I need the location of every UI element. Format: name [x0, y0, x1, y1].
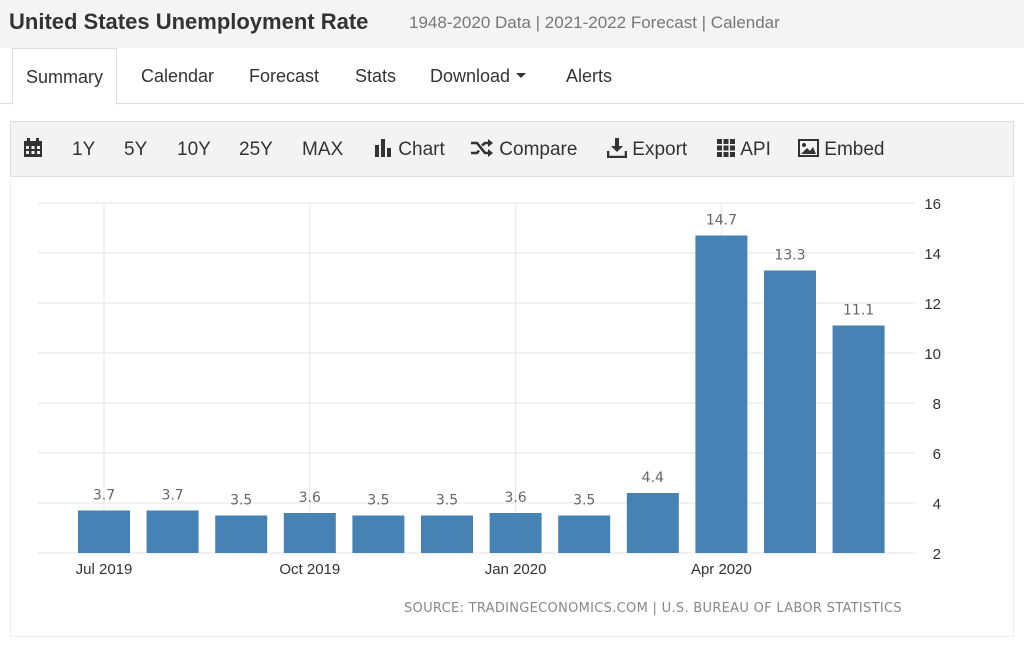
compare-button-label: Compare	[499, 139, 578, 160]
export-button[interactable]: Export	[606, 122, 688, 178]
bar	[352, 515, 405, 553]
compare-button[interactable]: Compare	[470, 122, 577, 178]
data-label: 11.1	[843, 303, 874, 319]
embed-button-label: Embed	[824, 139, 885, 160]
image-icon	[798, 138, 819, 157]
tab-alerts[interactable]: Alerts	[566, 66, 613, 86]
chart-button-label: Chart	[398, 139, 445, 160]
data-label: 3.5	[367, 493, 389, 509]
y-tick-label: 14	[924, 246, 941, 263]
api-button-label: API	[740, 139, 771, 160]
y-tick-label: 2	[933, 546, 941, 563]
data-label: 3.6	[299, 490, 321, 506]
tab-summary[interactable]: Summary	[12, 48, 118, 105]
y-tick-label: 10	[924, 346, 941, 363]
tab-forecast[interactable]: Forecast	[249, 66, 320, 86]
download-icon	[606, 137, 628, 159]
y-tick-label: 4	[933, 496, 941, 513]
chart-container	[10, 177, 1014, 637]
data-label: 13.3	[774, 248, 805, 264]
page-title: United States Unemployment Rate	[9, 9, 369, 34]
tab-calendar[interactable]: Calendar	[141, 66, 215, 86]
y-tick-label: 16	[924, 196, 941, 213]
x-tick-label: Apr 2020	[691, 561, 752, 578]
data-label: 4.4	[642, 470, 664, 486]
data-label: 3.7	[161, 488, 183, 504]
tab-stats[interactable]: Stats	[355, 66, 397, 86]
x-tick-label: Oct 2019	[279, 561, 340, 578]
bar	[695, 235, 748, 553]
x-tick-label: Jul 2019	[76, 561, 133, 578]
bar	[764, 270, 816, 553]
data-label: 3.7	[93, 488, 115, 504]
data-label: 14.7	[706, 213, 737, 229]
data-label: 3.5	[230, 493, 252, 509]
tab-bar: Summary Calendar Forecast Stats Download…	[0, 48, 1024, 105]
data-label: 3.5	[436, 493, 458, 509]
range-10y-button[interactable]: 10Y	[177, 139, 211, 160]
page-subtitle: 1948-2020 Data | 2021-2022 Forecast | Ca…	[409, 13, 780, 32]
range-25y-button[interactable]: 25Y	[239, 139, 273, 160]
x-tick-label: Jan 2020	[485, 561, 547, 578]
bar-chart-icon	[375, 138, 391, 157]
bar	[146, 510, 199, 553]
source-note: SOURCE: TRADINGECONOMICS.COM | U.S. BURE…	[404, 601, 902, 616]
tab-download-label: Download	[430, 66, 511, 86]
title-bar: United States Unemployment Rate 1948-202…	[0, 0, 1024, 48]
range-max-button[interactable]: MAX	[302, 139, 344, 160]
export-button-label: Export	[632, 139, 688, 160]
bar	[78, 510, 130, 553]
bar	[283, 513, 336, 553]
embed-button[interactable]: Embed	[798, 122, 884, 178]
calendar-icon[interactable]	[23, 122, 43, 178]
bar	[832, 325, 885, 553]
chart-toolbar: 1Y 5Y 10Y 25Y MAX Chart Compare Export A…	[10, 121, 1014, 177]
bar	[421, 515, 473, 553]
grid-icon	[717, 138, 735, 157]
data-label: 3.6	[504, 490, 526, 506]
range-1y-button[interactable]: 1Y	[72, 139, 96, 160]
data-label: 3.5	[573, 493, 595, 509]
tab-download[interactable]: Download	[430, 48, 527, 104]
chart-button[interactable]: Chart	[373, 122, 445, 178]
bar	[489, 513, 542, 553]
bar	[215, 515, 268, 553]
range-5y-button[interactable]: 5Y	[124, 139, 148, 160]
bar	[626, 493, 679, 553]
api-button[interactable]: API	[716, 122, 771, 178]
shuffle-icon	[471, 138, 493, 157]
chevron-down-icon	[516, 73, 527, 79]
y-tick-label: 6	[933, 446, 941, 463]
y-tick-label: 8	[933, 396, 941, 413]
y-tick-label: 12	[924, 296, 941, 313]
bar	[558, 515, 611, 553]
